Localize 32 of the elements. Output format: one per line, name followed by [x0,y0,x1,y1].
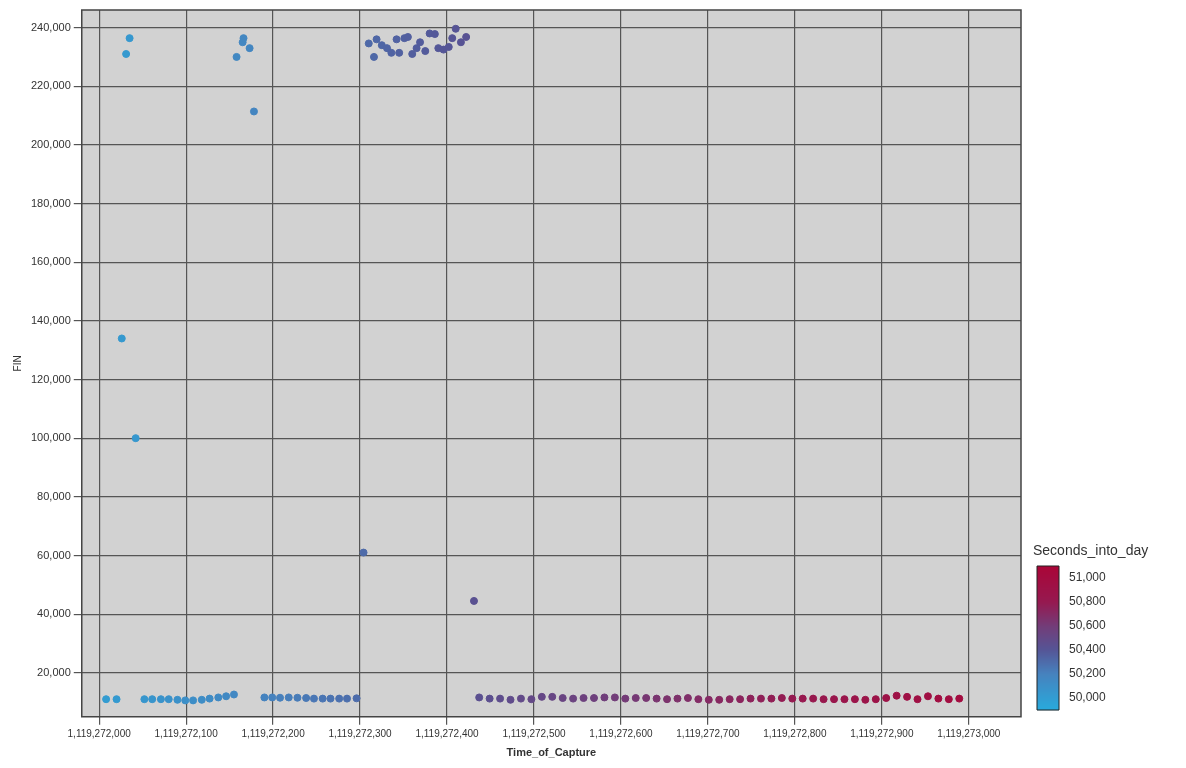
y-tick-label: 120,000 [31,372,71,385]
color-bar-label: 50,000 [1069,690,1107,705]
y-tick-label: 140,000 [31,313,71,326]
y-tick-label: 240,000 [31,20,71,33]
y-tick-label: 20,000 [37,665,71,678]
color-bar-title: Seconds_into_day [1033,542,1149,558]
color-bar-label: 50,600 [1069,618,1107,633]
y-tick-label: 60,000 [37,548,71,561]
x-axis-title: Time_of_Capture [506,746,597,759]
y-tick-label: 180,000 [31,196,71,209]
color-bar-label: 50,200 [1069,666,1107,681]
y-axis-title: FIN [11,355,23,372]
x-tick-label: 1,119,272,900 [850,727,914,739]
y-tick-label: 100,000 [31,431,71,444]
color-bar-label: 51,000 [1069,570,1107,585]
x-tick-label: 1,119,272,500 [502,727,567,739]
x-tick-label: 1,119,272,200 [241,727,306,739]
x-tick-label: 1,119,272,400 [415,727,480,739]
x-tick-label: 1,119,273,000 [937,727,1001,739]
y-tick-label: 40,000 [37,607,71,620]
x-tick-label: 1,119,272,000 [67,727,132,739]
color-bar-label: 50,800 [1069,594,1107,609]
y-tick-label: 160,000 [31,255,71,268]
color-bar-label: 50,400 [1069,642,1107,657]
x-tick-label: 1,119,272,700 [676,727,740,739]
y-tick-label: 80,000 [37,489,71,502]
y-tick-label: 220,000 [31,79,71,92]
x-tick-label: 1,119,272,600 [589,727,653,739]
y-tick-label: 200,000 [31,137,71,150]
x-tick-label: 1,119,272,800 [763,727,827,739]
x-tick-label: 1,119,272,300 [328,727,393,739]
x-tick-label: 1,119,272,100 [154,727,219,739]
